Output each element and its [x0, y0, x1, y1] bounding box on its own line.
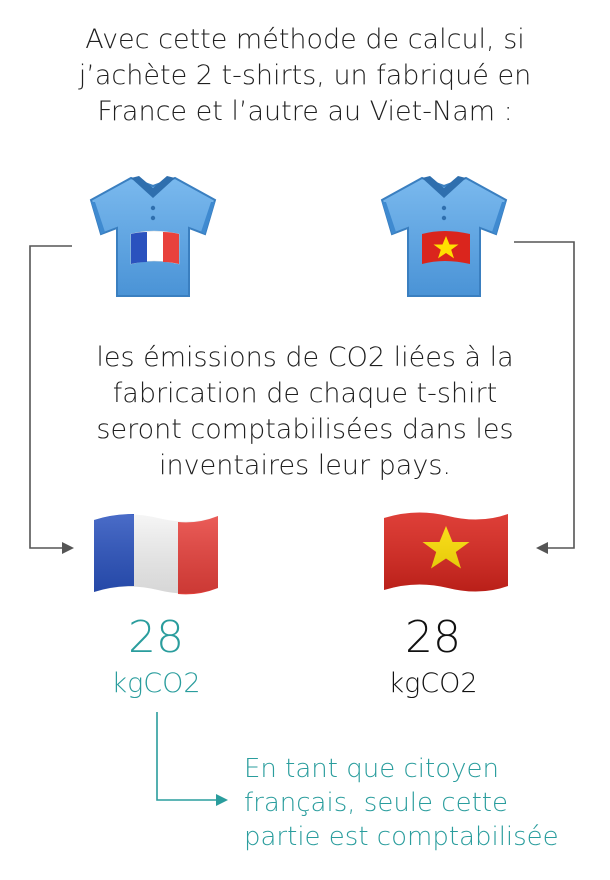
- middle-line: inventaires leur pays.: [159, 450, 451, 481]
- vietnam-emission-value: 28: [405, 612, 461, 663]
- intro-line: France et l’autre au Viet-Nam :: [97, 96, 513, 127]
- middle-line: seront comptabilisées dans les: [96, 414, 514, 445]
- middle-line: les émissions de CO2 liées à la: [96, 342, 514, 373]
- france-emission-value: 28: [128, 612, 184, 663]
- france-emission-unit: kgCO2: [111, 668, 201, 699]
- shirt-flag-vietnam: [422, 231, 470, 264]
- vietnam-emission-unit: kgCO2: [388, 668, 478, 699]
- arrow-note-head: [216, 794, 228, 806]
- arrow-france-head: [62, 542, 74, 554]
- france-flag-icon: [94, 514, 218, 595]
- shirt-flag-france: [130, 230, 180, 265]
- intro-line: j’achète 2 t-shirts, un fabriqué en: [78, 60, 532, 91]
- tshirt-vietnam-icon: [380, 176, 508, 297]
- middle-line: fabrication de chaque t-shirt: [112, 378, 498, 409]
- middle-text: les émissions de CO2 liées à la fabricat…: [0, 340, 610, 484]
- note-line: partie est comptabilisée: [244, 822, 559, 852]
- arrow-vietnam-head: [536, 542, 548, 554]
- vietnam-flag-icon: [384, 512, 508, 592]
- citizen-note: En tant que citoyen français, seule cett…: [244, 752, 604, 854]
- arrow-note: [156, 712, 218, 801]
- note-line: En tant que citoyen: [244, 754, 499, 784]
- note-line: français, seule cette: [244, 788, 508, 818]
- intro-text: Avec cette méthode de calcul, si j’achèt…: [0, 22, 610, 130]
- intro-line: Avec cette méthode de calcul, si: [85, 24, 525, 55]
- tshirt-france-icon: [89, 176, 217, 297]
